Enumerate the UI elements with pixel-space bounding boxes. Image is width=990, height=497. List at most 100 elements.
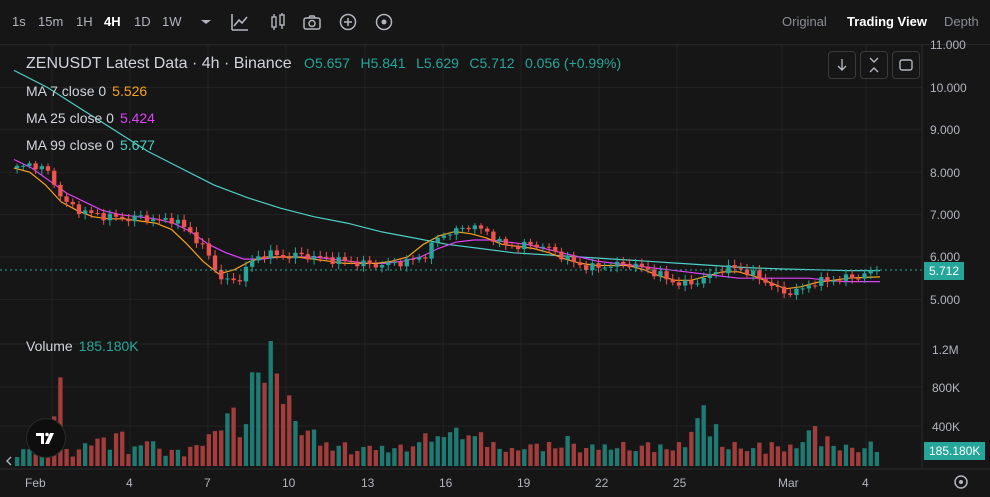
candle [423,257,428,259]
volume-bar [466,435,471,466]
candle [237,280,242,282]
volume-bar [225,413,230,466]
volume-bar [367,445,372,466]
view-trading-view[interactable]: Trading View [847,14,927,29]
fullscreen-button[interactable] [892,51,920,79]
candle [726,265,731,274]
candle [324,256,329,258]
volume-bar [707,436,713,466]
ma25-legend[interactable]: MA 25 close 0 5.424 [26,110,155,126]
volume-bar [188,446,193,466]
candle [342,257,348,262]
volume-bar [577,452,583,466]
volume-bar [775,446,781,466]
interval-4h[interactable]: 4H [104,14,121,29]
volume-bar [751,448,756,466]
chart-settings-icon[interactable] [952,473,970,491]
volume-bar [584,448,589,466]
volume-bar [416,442,422,466]
volume-bar [720,446,725,466]
candle [256,256,261,261]
volume-bar [757,442,762,466]
candle [212,255,218,271]
volume-bar [621,442,626,466]
candle [682,280,688,286]
volume-bar [645,442,651,466]
candle [491,231,496,242]
candle-type-icon[interactable] [266,10,290,34]
volume-bar [423,433,428,466]
volume-bar [163,455,168,466]
volume-bar [311,429,317,466]
candle [138,215,143,217]
volume-bar [101,437,106,466]
interval-1w[interactable]: 1W [162,14,182,29]
candle [627,263,632,268]
volume-bar [336,445,341,466]
volume-legend: Volume 185.180K [26,338,139,354]
volume-bar [664,449,669,466]
volume-bar [318,445,323,466]
candle [82,210,88,215]
candle [868,270,873,274]
view-original[interactable]: Original [782,14,827,29]
volume-bar [800,442,805,466]
candle [454,228,459,235]
candle [435,237,440,243]
candle [293,252,298,259]
candle [590,263,595,270]
volume-bar [249,372,255,466]
interval-1s[interactable]: 1s [12,14,26,29]
candle [670,279,675,283]
view-depth[interactable]: Depth [944,14,979,29]
volume-bar [825,436,830,466]
volume-bar [175,449,181,466]
volume-bar [361,447,366,466]
interval-1h[interactable]: 1H [76,14,93,29]
indicator-icon[interactable] [228,10,252,34]
ma99-legend[interactable]: MA 99 close 0 5.677 [26,137,155,153]
tradingview-logo-icon [36,432,54,444]
volume-bar [379,445,385,466]
volume-bar [843,444,849,466]
interval-1d[interactable]: 1D [134,14,151,29]
camera-icon[interactable] [300,10,324,34]
add-icon[interactable] [336,10,360,34]
candle [806,285,812,289]
chart-grid [0,44,922,469]
time-tick: 7 [204,476,211,490]
candles [14,160,880,300]
price-tick: 9.000 [930,123,961,137]
price-tick: 10.000 [930,81,967,95]
candle [485,228,490,232]
candle [194,232,199,244]
legend-header: ZENUSDT Latest Data · 4h · Binance O5.65… [26,55,621,73]
volume-bar [726,449,731,466]
price-chart[interactable] [0,44,990,497]
candle [361,260,366,267]
scroll-down-button[interactable] [828,51,856,79]
volume-bar [849,447,855,466]
candle [596,263,601,268]
open-label: O [304,55,315,71]
candle [559,251,564,260]
collapse-button[interactable] [860,51,888,79]
candle [429,242,434,259]
tradingview-logo[interactable] [26,418,66,458]
settings-icon[interactable] [372,10,396,34]
candle [95,213,100,215]
ma7-legend[interactable]: MA 7 close 0 5.526 [26,83,147,99]
interval-15m[interactable]: 15m [38,14,64,29]
candle [664,271,669,280]
volume-bar [515,450,521,466]
candle [522,241,527,250]
price-tick: 11.000 [930,38,966,52]
volume-bar [107,449,113,466]
ma99-label: MA 99 close 0 [26,137,114,153]
candle [410,258,416,260]
candle [720,272,725,274]
volume-bar [120,431,125,466]
chevron-down-icon[interactable] [194,10,218,34]
scroll-left-icon[interactable] [4,455,14,467]
candle [812,285,818,287]
